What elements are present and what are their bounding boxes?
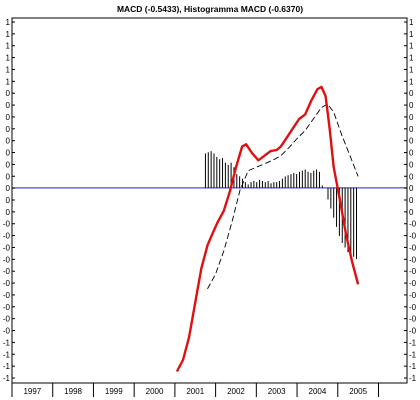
- x-tick-label: 2003: [268, 387, 286, 396]
- y-tick-label: -0: [409, 232, 417, 241]
- x-tick-label: 2002: [227, 387, 245, 396]
- y-tick-label: 0: [409, 137, 414, 146]
- y-tick-label: 0: [6, 137, 11, 146]
- y-tick-label: -0: [409, 220, 417, 229]
- y-tick-label: 0: [409, 113, 414, 122]
- y-tick-label: 0: [6, 89, 11, 98]
- y-tick-label: -0: [409, 327, 417, 336]
- x-tick-label: 2005: [349, 387, 367, 396]
- y-tick-label: 0: [6, 113, 11, 122]
- y-tick-label: 1: [409, 54, 414, 63]
- y-tick-label: 1: [409, 42, 414, 51]
- y-tick-label: -1: [3, 350, 11, 359]
- y-tick-label: 0: [409, 125, 414, 134]
- y-tick-label: 0: [409, 196, 414, 205]
- y-tick-label: -0: [409, 255, 417, 264]
- y-tick-label: -0: [3, 315, 11, 324]
- y-tick-label: -0: [409, 303, 417, 312]
- y-tick-label: -1: [409, 362, 417, 371]
- y-tick-label: 0: [409, 208, 414, 217]
- y-tick-label: -0: [409, 279, 417, 288]
- y-tick-label: 0: [409, 101, 414, 110]
- x-tick-label: 2000: [146, 387, 164, 396]
- x-tick-label: 1998: [64, 387, 82, 396]
- left-y-axis: 1 1 1 1 1 1 0 0 0 0 0 0 0 0 0 0 0 -0 -0 -0 -0 -0 -0 -0 -0 -0 -0 -1 -…: [3, 18, 15, 383]
- y-tick-label: 0: [409, 172, 414, 181]
- y-tick-label: -0: [3, 303, 11, 312]
- y-tick-label: -1: [409, 338, 417, 347]
- x-axis: 1997 1998 1999 2000 2001 2002 2003 2004 2005: [11, 383, 379, 397]
- signal-line: [207, 103, 359, 290]
- y-tick-label: -0: [409, 267, 417, 276]
- y-tick-label: 1: [6, 65, 11, 74]
- x-tick-label: 1999: [105, 387, 123, 396]
- y-tick-label: 1: [409, 30, 414, 39]
- y-tick-label: -0: [3, 255, 11, 264]
- y-tick-label: -0: [3, 220, 11, 229]
- y-tick-label: 0: [409, 184, 414, 193]
- y-tick-label: 0: [409, 89, 414, 98]
- y-tick-label: 1: [6, 54, 11, 63]
- y-tick-label: -0: [3, 279, 11, 288]
- y-tick-label: 0: [6, 196, 11, 205]
- y-tick-label: -0: [409, 291, 417, 300]
- y-tick-label: 0: [6, 149, 11, 158]
- macd-line: [175, 85, 360, 373]
- chart-title: MACD (-0.5433), Histogramma MACD (-0.637…: [117, 4, 303, 14]
- y-tick-label: 0: [409, 149, 414, 158]
- y-tick-label: 1: [6, 18, 11, 27]
- y-tick-label: -0: [3, 267, 11, 276]
- y-tick-label: -1: [3, 362, 11, 371]
- y-tick-label: 0: [6, 101, 11, 110]
- y-tick-label: 0: [6, 172, 11, 181]
- y-tick-label: 0: [6, 160, 11, 169]
- y-tick-label: -0: [3, 291, 11, 300]
- x-tick-label: 2001: [186, 387, 204, 396]
- x-tick-label: 1997: [23, 387, 41, 396]
- y-tick-label: -1: [3, 338, 11, 347]
- y-tick-label: -1: [3, 374, 11, 383]
- macd-series-line: [175, 85, 360, 373]
- y-tick-label: -0: [3, 327, 11, 336]
- y-tick-label: -0: [3, 243, 11, 252]
- y-tick-label: 0: [409, 160, 414, 169]
- signal-series-line: [207, 103, 359, 290]
- y-tick-label: 1: [6, 30, 11, 39]
- y-tick-label: -1: [409, 374, 417, 383]
- y-tick-label: 0: [6, 184, 11, 193]
- y-tick-label: -0: [409, 315, 417, 324]
- histogram-bars: [204, 151, 358, 260]
- y-tick-label: 1: [409, 65, 414, 74]
- y-tick-label: 1: [6, 42, 11, 51]
- right-y-axis: 1 1 1 1 1 1 0 0 0 0 0 0 0 0 0 0 0 -0 -0 -0 -0 -0 -0 -0 -0 -0 -0 -1 -…: [404, 18, 417, 383]
- y-tick-label: 1: [6, 77, 11, 86]
- y-tick-label: 1: [409, 18, 414, 27]
- y-tick-label: 0: [6, 208, 11, 217]
- x-tick-label: 2004: [309, 387, 327, 396]
- y-tick-label: -0: [409, 243, 417, 252]
- y-tick-label: 1: [409, 77, 414, 86]
- y-tick-label: -1: [409, 350, 417, 359]
- y-tick-label: 0: [6, 125, 11, 134]
- y-tick-label: -0: [3, 232, 11, 241]
